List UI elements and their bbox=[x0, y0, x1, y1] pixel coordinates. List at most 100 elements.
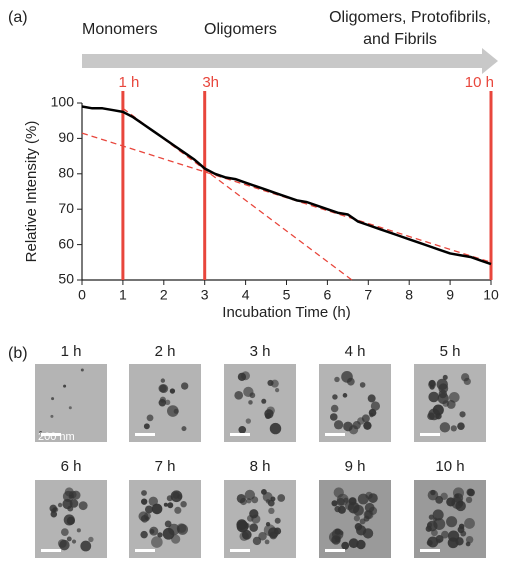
aggregate bbox=[238, 425, 247, 434]
image-label: 4 h bbox=[345, 343, 366, 360]
aggregate bbox=[269, 531, 278, 540]
scale-bar-label: 200 nm bbox=[38, 431, 75, 443]
aggregate bbox=[425, 525, 432, 532]
aggregate bbox=[143, 423, 150, 430]
scale-bar bbox=[135, 433, 155, 436]
aggregate bbox=[166, 405, 179, 417]
aggregate bbox=[427, 489, 439, 501]
aggregate bbox=[149, 526, 159, 536]
aggregate bbox=[68, 406, 72, 410]
image-label: 9 h bbox=[345, 458, 366, 475]
panel-label: (a) bbox=[8, 9, 28, 26]
y-tick-label: 90 bbox=[58, 129, 74, 145]
image-label: 1 h bbox=[61, 343, 82, 360]
x-tick-label: 4 bbox=[242, 287, 250, 303]
aggregate bbox=[274, 517, 281, 524]
aggregate bbox=[57, 539, 67, 548]
aggregate bbox=[334, 376, 340, 383]
aggregate bbox=[239, 497, 248, 506]
aggregate bbox=[76, 528, 81, 533]
aggregate bbox=[436, 538, 441, 544]
progress-arrow bbox=[82, 48, 498, 74]
aggregate bbox=[244, 523, 250, 529]
tem-image bbox=[414, 480, 486, 558]
tem-image bbox=[224, 364, 296, 442]
aggregate bbox=[428, 408, 440, 421]
aggregate bbox=[166, 495, 173, 502]
aggregate bbox=[357, 493, 369, 505]
aggregate bbox=[50, 510, 58, 518]
aggregate bbox=[258, 531, 267, 541]
tem-image bbox=[35, 364, 107, 442]
aggregate bbox=[341, 371, 353, 383]
aggregate bbox=[461, 373, 470, 382]
aggregate bbox=[452, 487, 465, 499]
aggregate bbox=[329, 413, 338, 421]
image-label: 10 h bbox=[435, 458, 464, 475]
panel-label: (b) bbox=[8, 345, 28, 362]
stage-label: Oligomers, Protofibrils, bbox=[329, 9, 491, 26]
aggregate bbox=[234, 391, 244, 400]
aggregate bbox=[241, 371, 251, 381]
aggregate bbox=[359, 518, 366, 525]
aggregate bbox=[140, 530, 148, 539]
aggregate bbox=[80, 540, 92, 552]
aggregate bbox=[343, 497, 349, 503]
aggregate bbox=[80, 368, 84, 372]
aggregate bbox=[249, 509, 259, 519]
scale-bar bbox=[230, 433, 250, 436]
x-tick-label: 2 bbox=[160, 287, 168, 303]
x-tick-label: 5 bbox=[283, 287, 291, 303]
aggregate bbox=[174, 506, 182, 514]
aggregate bbox=[181, 426, 187, 432]
aggregate bbox=[159, 396, 166, 403]
aggregate bbox=[239, 531, 249, 541]
aggregate bbox=[176, 523, 187, 533]
aggregate bbox=[450, 425, 457, 432]
aggregate bbox=[367, 394, 376, 403]
aggregate bbox=[431, 529, 438, 537]
scale-bar bbox=[135, 549, 155, 552]
aggregate bbox=[348, 538, 359, 549]
tem-image bbox=[319, 364, 391, 442]
aggregate bbox=[252, 536, 262, 546]
aggregate bbox=[249, 523, 259, 532]
x-tick-label: 3 bbox=[201, 287, 209, 303]
aggregate bbox=[332, 394, 338, 400]
aggregate bbox=[331, 500, 338, 507]
scale-bar bbox=[420, 433, 440, 436]
aggregate bbox=[369, 412, 374, 418]
aggregate bbox=[248, 400, 253, 405]
aggregate bbox=[438, 389, 448, 399]
aggregate bbox=[426, 539, 433, 546]
image-label: 5 h bbox=[440, 343, 461, 360]
aggregate bbox=[51, 397, 55, 401]
scale-bar bbox=[41, 549, 61, 552]
aggregate bbox=[368, 506, 378, 515]
aggregate bbox=[465, 496, 473, 504]
aggregate bbox=[270, 379, 279, 388]
aggregate bbox=[447, 530, 460, 542]
aggregate bbox=[64, 487, 74, 497]
aggregate bbox=[78, 501, 88, 511]
aggregate bbox=[457, 422, 465, 430]
aggregate bbox=[368, 493, 378, 503]
aggregate bbox=[164, 399, 171, 406]
aggregate bbox=[439, 422, 451, 433]
tem-image bbox=[224, 480, 296, 558]
aggregate bbox=[180, 500, 187, 508]
aggregate bbox=[50, 414, 54, 418]
aggregate bbox=[442, 374, 448, 380]
x-tick-label: 7 bbox=[364, 287, 372, 303]
aggregate bbox=[66, 536, 72, 542]
tem-image bbox=[414, 364, 486, 442]
fit-line bbox=[122, 107, 353, 281]
aggregate bbox=[53, 507, 59, 513]
aggregate bbox=[60, 528, 69, 536]
aggregate bbox=[261, 398, 267, 404]
x-tick-label: 8 bbox=[405, 287, 413, 303]
aggregate bbox=[448, 391, 460, 403]
x-tick-label: 1 bbox=[119, 287, 127, 303]
aggregate bbox=[268, 507, 275, 515]
